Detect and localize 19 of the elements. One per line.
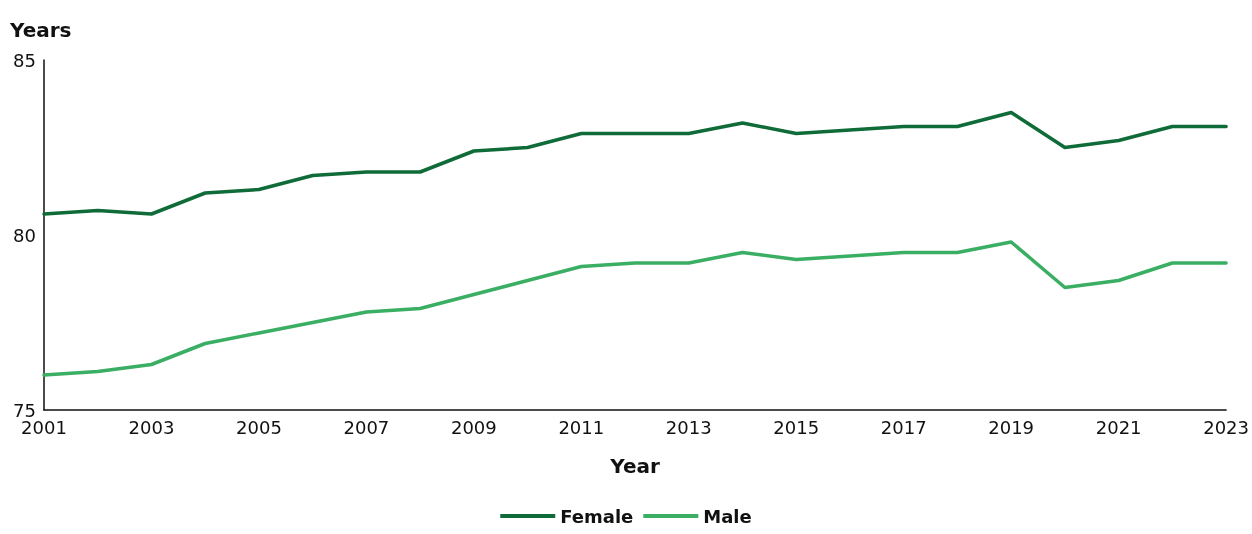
x-tick-label: 2019 [988,416,1035,438]
x-tick-label: 2023 [1203,416,1249,438]
x-tick-label: 2007 [343,416,390,438]
y-tick-label: 85 [13,49,36,71]
legend-label: Male [703,505,752,527]
x-axis-title: Year [609,454,660,478]
x-tick-label: 2021 [1095,416,1142,438]
y-tick-label: 80 [13,224,36,246]
x-tick-label: 2003 [128,416,175,438]
line-series [42,240,1228,377]
x-tick-label: 2011 [558,416,605,438]
legend-label: Female [560,505,634,527]
x-tick-label: 2013 [665,416,712,438]
x-tick-label: 2015 [773,416,820,438]
y-axis-title: Years [9,18,72,42]
line-series [42,110,1228,216]
x-tick-label: 2009 [450,416,497,438]
x-tick-label: 2005 [236,416,282,438]
x-tick-label: 2017 [880,416,927,438]
